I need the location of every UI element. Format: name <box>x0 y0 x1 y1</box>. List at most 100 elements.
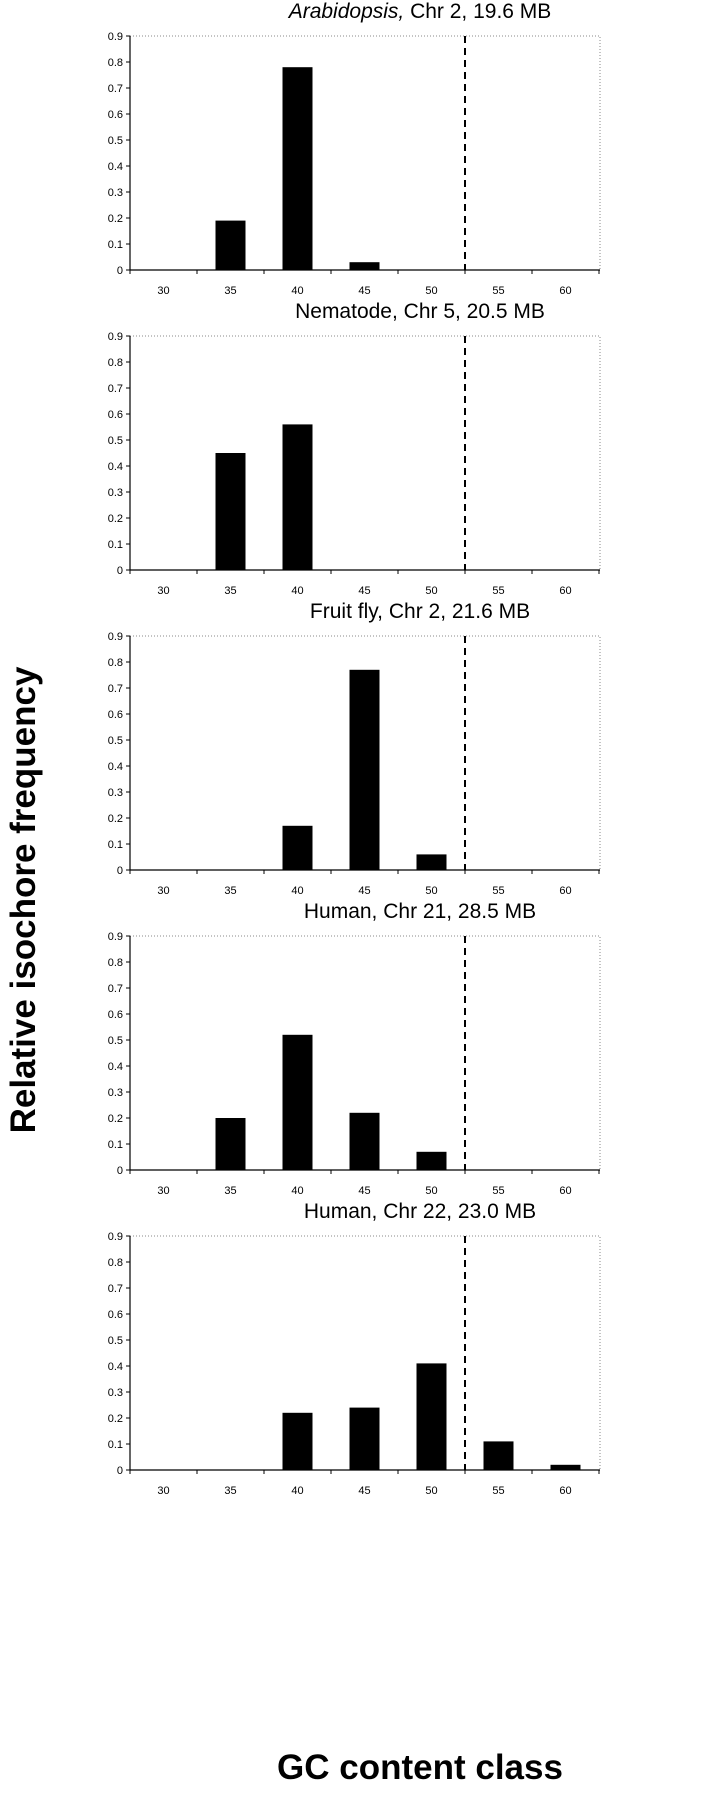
chart-title: Human, Chr 22, 23.0 MB <box>150 1200 690 1224</box>
y-tick-label: 0.3 <box>108 787 123 799</box>
y-tick-label: 0.7 <box>108 683 123 695</box>
bar <box>282 424 313 570</box>
x-tick-label: 45 <box>358 285 370 297</box>
x-tick-label: 30 <box>157 1485 169 1497</box>
chart-title: Fruit fly, Chr 2, 21.6 MB <box>150 600 690 624</box>
y-tick-label: 0.7 <box>108 1283 123 1295</box>
x-tick-label: 40 <box>291 285 303 297</box>
y-tick-label: 0.3 <box>108 1087 123 1099</box>
y-tick-label: 0.8 <box>108 57 123 69</box>
x-tick-label: 40 <box>291 1485 303 1497</box>
bar <box>349 1407 380 1470</box>
x-tick-label: 45 <box>358 1485 370 1497</box>
x-tick-label: 55 <box>492 285 504 297</box>
y-tick-label: 0.1 <box>108 1139 123 1151</box>
bar-chart: 0 0.1 0.2 0.3 0.4 0.5 0.6 0.7 0.8 0.9 30 35 40 45 50 55… <box>108 31 601 297</box>
y-tick-label: 0 <box>117 865 123 877</box>
bar <box>282 1412 313 1470</box>
chart-title-text: Human, Chr 21, 28.5 MB <box>303 900 537 923</box>
y-tick-label: 0.1 <box>108 539 123 551</box>
y-tick-label: 0.4 <box>108 1361 123 1373</box>
y-tick-label: 0 <box>117 265 123 277</box>
y-tick-label: 0.6 <box>108 1009 123 1021</box>
x-tick-label: 45 <box>358 585 370 597</box>
x-tick-label: 45 <box>358 885 370 897</box>
bar <box>416 1363 447 1470</box>
bar-chart: 0 0.1 0.2 0.3 0.4 0.5 0.6 0.7 0.8 0.9 30 35 40 45 50 55… <box>108 631 601 897</box>
x-tick-label: 35 <box>224 1485 236 1497</box>
y-tick-label: 0.5 <box>108 1335 123 1347</box>
x-tick-label: 55 <box>492 1185 504 1197</box>
chart-panel: Nematode, Chr 5, 20.5 MB 0 0.1 0.2 0.3 0.4 0.5… <box>0 300 705 600</box>
y-tick-label: 0.6 <box>108 109 123 121</box>
bar <box>282 825 313 870</box>
chart-panel: Human, Chr 21, 28.5 MB 0 0.1 0.2 0.3 0.4 0.5 0.… <box>0 900 705 1200</box>
y-tick-label: 0.5 <box>108 435 123 447</box>
x-tick-label: 30 <box>157 885 169 897</box>
y-tick-label: 0.2 <box>108 513 123 525</box>
y-tick-label: 0.4 <box>108 1061 123 1073</box>
x-tick-label: 55 <box>492 585 504 597</box>
y-tick-label: 0.2 <box>108 1113 123 1125</box>
x-tick-label: 60 <box>559 285 571 297</box>
chart-title: Human, Chr 21, 28.5 MB <box>150 900 690 924</box>
bar <box>215 1118 246 1170</box>
x-tick-label: 35 <box>224 1185 236 1197</box>
y-tick-label: 0.1 <box>108 839 123 851</box>
bar-chart: 0 0.1 0.2 0.3 0.4 0.5 0.6 0.7 0.8 0.9 30 35 40 45 50 55… <box>108 331 601 597</box>
y-tick-label: 0.9 <box>108 331 123 343</box>
x-tick-label: 30 <box>157 585 169 597</box>
x-tick-label: 35 <box>224 585 236 597</box>
y-tick-label: 0.9 <box>108 931 123 943</box>
y-tick-label: 0.4 <box>108 161 123 173</box>
x-tick-label: 30 <box>157 1185 169 1197</box>
chart-title: Arabidopsis, Chr 2, 19.6 MB <box>150 0 690 24</box>
x-tick-label: 50 <box>425 585 437 597</box>
plot-frame <box>130 635 601 870</box>
x-tick-label: 55 <box>492 885 504 897</box>
y-tick-label: 0.8 <box>108 1257 123 1269</box>
bar <box>349 669 380 870</box>
y-tick-label: 0.1 <box>108 1439 123 1451</box>
x-tick-label: 60 <box>559 885 571 897</box>
y-tick-label: 0 <box>117 1465 123 1477</box>
bar <box>416 854 447 870</box>
y-tick-label: 0.5 <box>108 1035 123 1047</box>
y-tick-label: 0.3 <box>108 487 123 499</box>
x-tick-label: 60 <box>559 1485 571 1497</box>
x-tick-label: 45 <box>358 1185 370 1197</box>
y-tick-label: 0.8 <box>108 357 123 369</box>
y-tick-label: 0.2 <box>108 813 123 825</box>
bar <box>215 220 246 270</box>
bar <box>483 1441 514 1470</box>
y-tick-label: 0.7 <box>108 83 123 95</box>
y-tick-label: 0.6 <box>108 709 123 721</box>
y-tick-label: 0.3 <box>108 1387 123 1399</box>
y-tick-label: 0.9 <box>108 31 123 43</box>
x-tick-label: 30 <box>157 285 169 297</box>
x-tick-label: 50 <box>425 1485 437 1497</box>
chart-title-italic: Arabidopsis, <box>288 0 405 23</box>
bar <box>282 1034 313 1170</box>
y-tick-label: 0.8 <box>108 957 123 969</box>
plot-frame <box>130 35 601 270</box>
chart-title-text: Nematode, Chr 5, 20.5 MB <box>295 300 545 323</box>
y-tick-label: 0 <box>117 565 123 577</box>
x-tick-label: 35 <box>224 285 236 297</box>
y-tick-label: 0.7 <box>108 383 123 395</box>
y-tick-label: 0.5 <box>108 735 123 747</box>
x-tick-label: 60 <box>559 1185 571 1197</box>
x-tick-label: 35 <box>224 885 236 897</box>
y-tick-label: 0.4 <box>108 761 123 773</box>
x-tick-label: 60 <box>559 585 571 597</box>
x-axis-label: GC content class <box>277 1748 563 1787</box>
x-tick-label: 50 <box>425 285 437 297</box>
x-tick-label: 40 <box>291 885 303 897</box>
bar <box>550 1464 581 1470</box>
y-tick-label: 0.1 <box>108 239 123 251</box>
chart-title-text: Fruit fly, Chr 2, 21.6 MB <box>309 600 531 623</box>
x-tick-label: 55 <box>492 1485 504 1497</box>
y-tick-label: 0.6 <box>108 409 123 421</box>
chart-title-text: Chr 2, 19.6 MB <box>404 0 552 23</box>
plot-frame <box>130 935 601 1170</box>
